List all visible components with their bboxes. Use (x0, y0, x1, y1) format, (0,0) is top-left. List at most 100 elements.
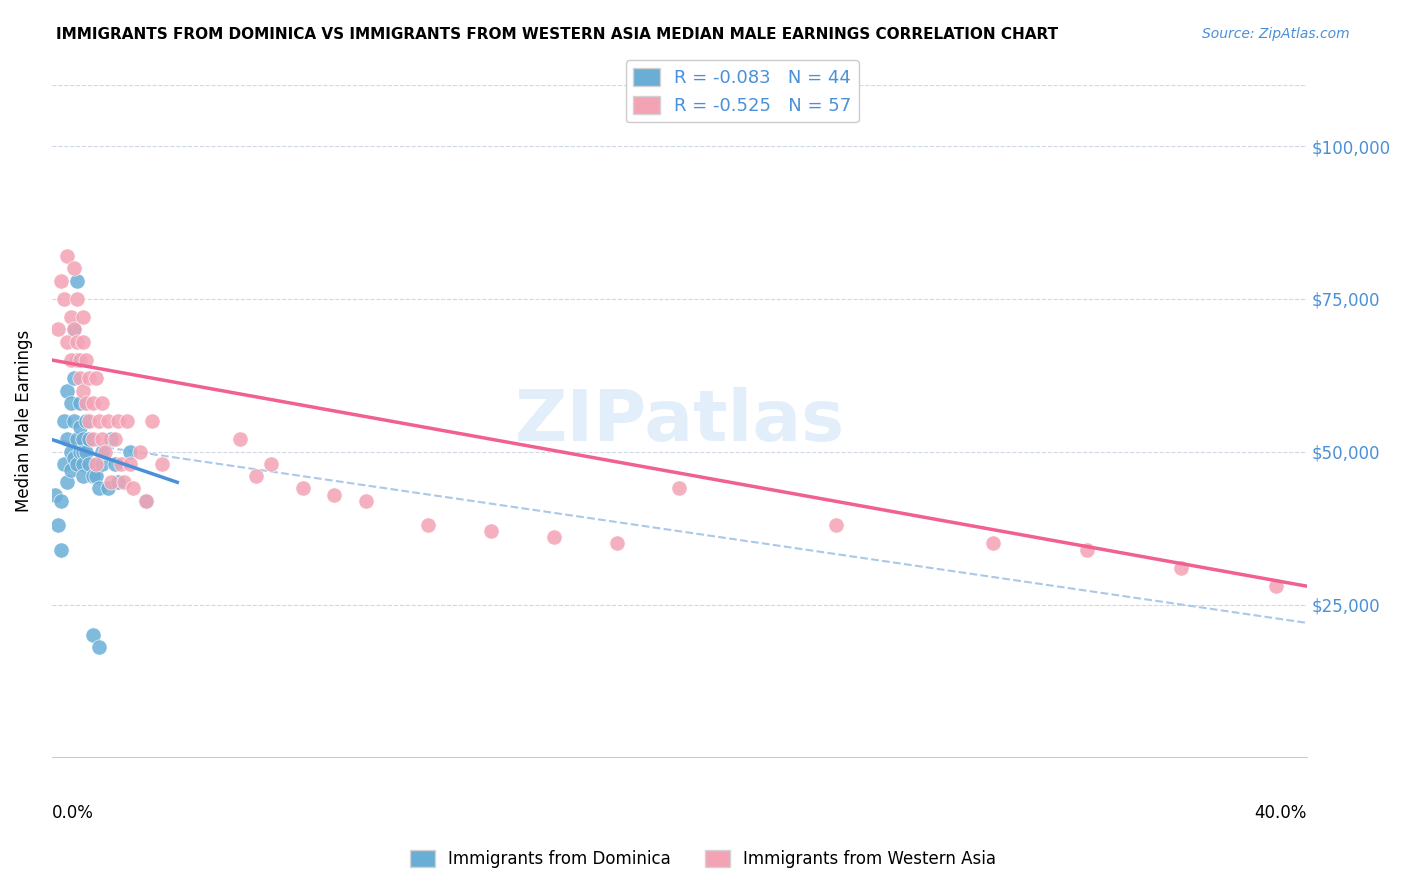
Point (62, 322, 84, 336)
Point (84, 457, 107, 471)
Point (1076, 542, 1098, 557)
Point (668, 482, 690, 496)
Point (97, 414, 120, 428)
Point (59, 396, 82, 410)
Point (75, 353, 97, 368)
Point (981, 536, 1004, 550)
Point (107, 475, 129, 490)
Point (53, 292, 76, 306)
Text: ZIPatlas: ZIPatlas (515, 386, 845, 456)
Point (103, 457, 125, 471)
Point (79, 457, 101, 471)
Point (72, 469, 94, 483)
Point (82, 628, 104, 642)
Point (87, 414, 110, 428)
Point (110, 457, 132, 471)
Point (72, 444, 94, 458)
Legend: Immigrants from Dominica, Immigrants from Western Asia: Immigrants from Dominica, Immigrants fro… (404, 843, 1002, 875)
Point (87, 482, 110, 496)
Text: IMMIGRANTS FROM DOMINICA VS IMMIGRANTS FROM WESTERN ASIA MEDIAN MALE EARNINGS CO: IMMIGRANTS FROM DOMINICA VS IMMIGRANTS F… (56, 27, 1059, 42)
Point (107, 414, 129, 428)
Point (46, 518, 69, 533)
Point (122, 482, 145, 496)
Point (479, 524, 502, 539)
Point (82, 396, 104, 410)
Point (69, 420, 91, 434)
Point (120, 457, 142, 471)
Text: 40.0%: 40.0% (1254, 805, 1308, 822)
Point (56, 384, 79, 398)
Point (84, 469, 107, 483)
Point (59, 310, 82, 325)
Point (66, 457, 89, 471)
Point (59, 463, 82, 477)
Point (75, 396, 97, 410)
Point (51, 493, 73, 508)
Point (135, 493, 157, 508)
Point (51, 274, 73, 288)
Point (66, 334, 89, 349)
Point (97, 482, 120, 496)
Point (79, 433, 101, 447)
Point (72, 457, 94, 471)
Point (100, 475, 122, 490)
Text: Source: ZipAtlas.com: Source: ZipAtlas.com (1202, 27, 1350, 41)
Point (66, 292, 89, 306)
Point (128, 444, 150, 458)
Point (79, 371, 101, 385)
Point (1170, 561, 1192, 575)
Text: 0.0%: 0.0% (52, 805, 94, 822)
Point (62, 261, 84, 276)
Point (91, 433, 114, 447)
Point (66, 353, 89, 368)
Point (72, 433, 94, 447)
Point (141, 414, 163, 428)
Point (91, 444, 114, 458)
Point (84, 371, 107, 385)
Point (62, 450, 84, 465)
Point (62, 371, 84, 385)
Point (91, 457, 114, 471)
Point (323, 487, 346, 501)
Point (72, 334, 94, 349)
Point (82, 433, 104, 447)
Point (72, 384, 94, 398)
Point (59, 353, 82, 368)
Point (69, 444, 91, 458)
Point (53, 414, 76, 428)
Point (115, 414, 138, 428)
Point (75, 444, 97, 458)
Point (62, 414, 84, 428)
Point (120, 444, 142, 458)
Point (135, 493, 157, 508)
Point (56, 433, 79, 447)
Point (56, 249, 79, 263)
Point (46, 322, 69, 336)
Point (260, 457, 283, 471)
Point (56, 334, 79, 349)
Point (72, 310, 94, 325)
Point (150, 457, 173, 471)
Point (825, 518, 848, 533)
Point (51, 542, 73, 557)
Point (100, 433, 122, 447)
Point (56, 475, 79, 490)
Point (543, 530, 565, 544)
Point (82, 469, 104, 483)
Point (87, 640, 110, 655)
Point (291, 482, 314, 496)
Point (245, 469, 267, 483)
Y-axis label: Median Male Earnings: Median Male Earnings (15, 330, 32, 512)
Point (69, 396, 91, 410)
Point (66, 433, 89, 447)
Point (112, 475, 135, 490)
Point (418, 518, 440, 533)
Point (69, 353, 91, 368)
Point (69, 371, 91, 385)
Point (354, 493, 377, 508)
Point (91, 396, 114, 410)
Point (229, 433, 252, 447)
Point (66, 274, 89, 288)
Point (44, 487, 66, 501)
Point (62, 322, 84, 336)
